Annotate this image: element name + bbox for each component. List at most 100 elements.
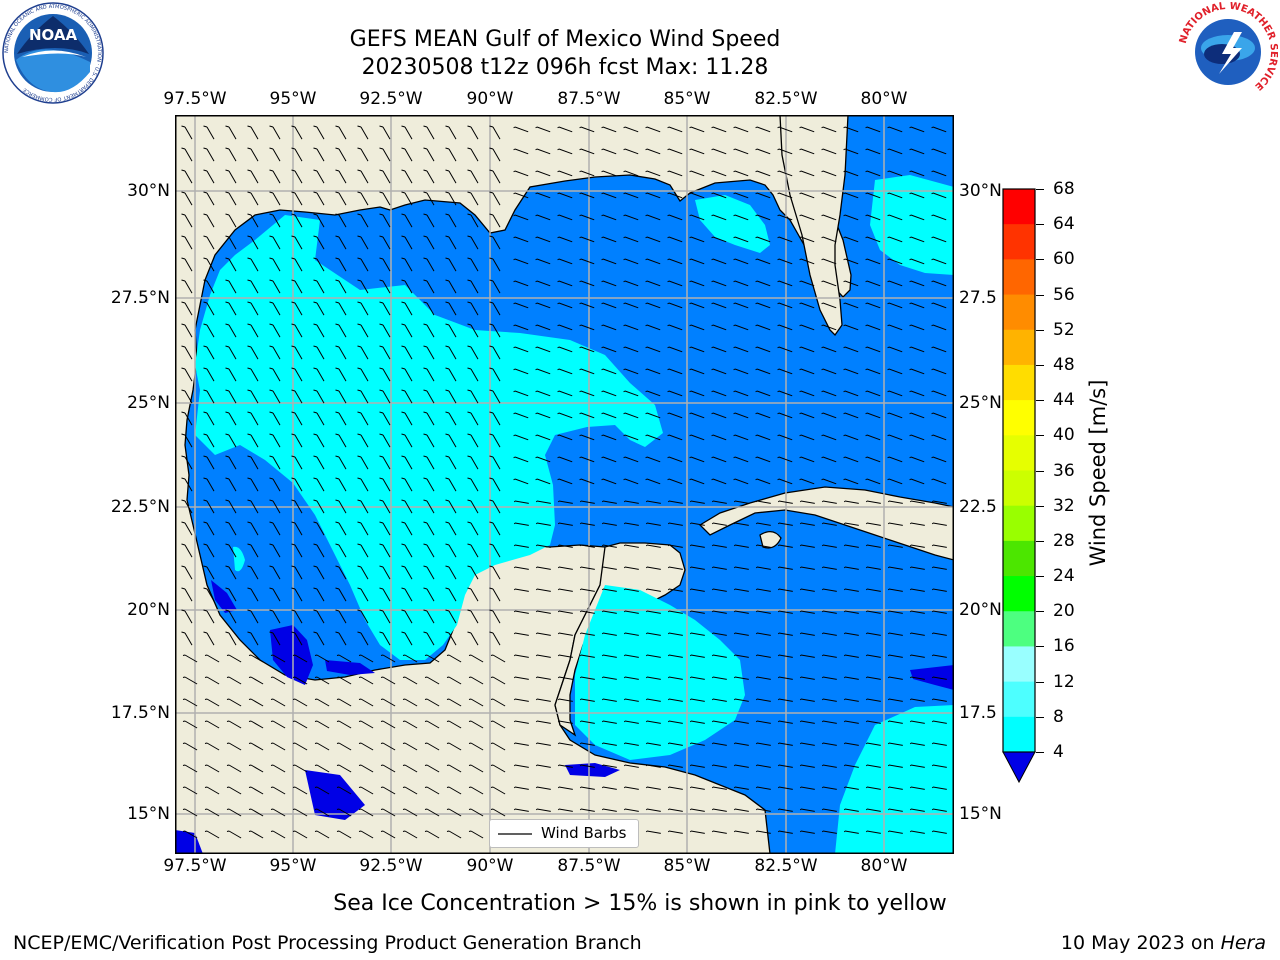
wind-barb <box>733 632 749 636</box>
wind-barb <box>931 346 947 353</box>
wind-barb <box>601 522 617 526</box>
wind-barb <box>865 610 881 614</box>
sea-ice-caption-text: Sea Ice Concentration > 15% is shown in … <box>333 891 947 916</box>
wind-barb <box>291 169 303 184</box>
wind-barb <box>865 632 881 636</box>
wind-barb <box>579 236 595 243</box>
wind-barb <box>777 588 793 592</box>
wind-barb <box>467 125 479 140</box>
wind-barb <box>821 412 837 419</box>
wind-barb <box>821 324 837 331</box>
wind-barb <box>601 588 617 592</box>
colorbar-tick-label: 8 <box>1053 706 1064 727</box>
wind-barb <box>445 609 457 624</box>
wind-barb <box>467 433 479 448</box>
wind-barb <box>689 786 705 790</box>
wind-barb <box>314 830 330 839</box>
wind-barb <box>601 346 617 353</box>
wind-barb <box>513 126 529 133</box>
wind-barb <box>204 720 220 729</box>
wind-barb <box>843 830 859 834</box>
legend-label: Wind Barbs <box>541 824 627 842</box>
wind-barb <box>755 764 771 768</box>
wind-barb <box>247 323 259 338</box>
wind-barb <box>645 148 661 155</box>
wind-barb <box>623 544 639 548</box>
wind-barb <box>402 830 418 839</box>
wind-barb <box>931 588 947 592</box>
wind-barb <box>467 279 479 294</box>
wind-barb <box>931 808 947 812</box>
wind-barb <box>843 588 859 592</box>
wind-barb <box>379 631 391 646</box>
wind-barb <box>931 434 947 441</box>
wind-barb <box>909 236 925 243</box>
wind-barb <box>490 808 506 817</box>
wind-barb <box>446 742 462 751</box>
wind-barb <box>645 346 661 353</box>
wind-barb <box>755 302 771 309</box>
wind-barb <box>777 654 793 658</box>
wind-barb <box>181 477 193 492</box>
wind-barb <box>733 390 749 397</box>
wind-barb <box>335 477 347 492</box>
wind-barb <box>467 499 479 514</box>
colorbar-segment <box>1003 224 1035 260</box>
wind-barb <box>247 565 259 580</box>
wind-barb <box>513 214 529 221</box>
wind-barb <box>645 698 661 702</box>
wind-barb <box>689 148 705 155</box>
wind-barb <box>799 610 815 614</box>
wind-barb <box>711 236 727 243</box>
wind-barb <box>557 522 573 526</box>
wind-barb <box>225 367 237 382</box>
wind-barb <box>931 676 947 680</box>
wind-barb <box>513 742 529 746</box>
wind-barb <box>579 808 595 812</box>
colorbar-tick-mark <box>1036 470 1044 472</box>
wind-barb <box>291 257 303 272</box>
wind-barb <box>623 764 639 768</box>
lon-label-top: 95°W <box>269 89 317 109</box>
wind-barb <box>733 456 749 463</box>
wind-barb <box>357 367 369 382</box>
wind-barb <box>711 148 727 155</box>
wind-barb <box>733 478 749 485</box>
wind-barb <box>269 235 281 250</box>
wind-barb <box>313 125 325 140</box>
wind-barb <box>181 609 193 624</box>
wind-barb <box>225 147 237 162</box>
wind-barb <box>424 808 440 817</box>
wind-barb <box>423 147 435 162</box>
wind-barb <box>423 521 435 536</box>
wind-barb <box>843 390 859 397</box>
wind-barb <box>379 235 391 250</box>
wind-barb <box>799 434 815 441</box>
wind-barb <box>557 544 573 548</box>
wind-barb <box>755 126 771 133</box>
lat-label-right: 15°N <box>959 804 1002 824</box>
wind-barb <box>777 148 793 155</box>
wind-barb <box>513 390 529 397</box>
wind-barb <box>887 522 903 526</box>
wind-barb <box>931 698 947 702</box>
wind-barb <box>755 698 771 702</box>
wind-barb <box>489 169 501 184</box>
wind-barb <box>711 742 727 746</box>
wind-barb <box>225 477 237 492</box>
wind-barb <box>909 654 925 658</box>
wind-barb <box>467 191 479 206</box>
wind-barb <box>909 390 925 397</box>
wind-barb <box>401 125 413 140</box>
wind-barb <box>689 236 705 243</box>
wind-barb <box>689 588 705 592</box>
wind-barb <box>865 566 881 570</box>
wind-barb <box>401 477 413 492</box>
wind-barb <box>313 191 325 206</box>
cyan-tampa <box>695 195 770 253</box>
wind-barb <box>887 478 903 485</box>
wind-barb <box>865 500 881 504</box>
wind-barb <box>931 654 947 658</box>
wind-barb <box>601 280 617 287</box>
wind-barb <box>909 170 925 177</box>
